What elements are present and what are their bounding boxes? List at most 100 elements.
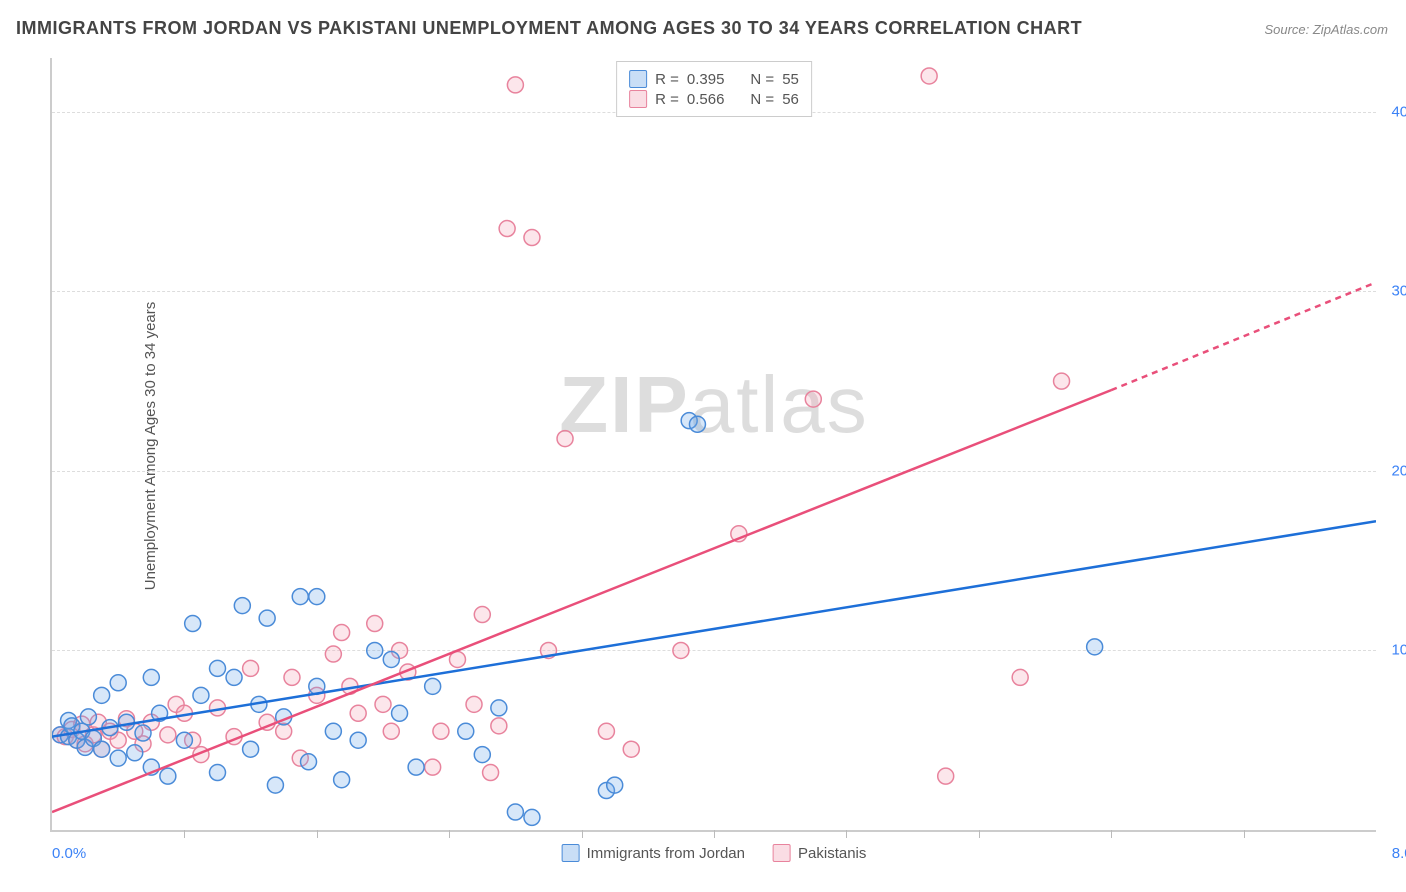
point-pakistani xyxy=(325,646,341,662)
x-tick xyxy=(979,830,980,838)
point-jordan xyxy=(243,741,259,757)
legend-label-pakistani: Pakistanis xyxy=(798,845,866,862)
point-pakistani xyxy=(491,718,507,734)
point-pakistani xyxy=(375,696,391,712)
legend-n-label: N = xyxy=(750,71,774,88)
legend-item-pakistani: Pakistanis xyxy=(773,844,866,862)
point-jordan xyxy=(210,765,226,781)
x-tick xyxy=(714,830,715,838)
point-jordan xyxy=(350,732,366,748)
swatch-pakistani xyxy=(629,90,647,108)
swatch-jordan xyxy=(629,70,647,88)
point-pakistani xyxy=(623,741,639,757)
x-tick xyxy=(582,830,583,838)
point-pakistani xyxy=(499,221,515,237)
x-tick xyxy=(846,830,847,838)
trendline-pakistani-dashed xyxy=(1111,282,1376,390)
point-jordan xyxy=(689,416,705,432)
point-jordan xyxy=(160,768,176,784)
point-pakistani xyxy=(334,625,350,641)
legend-n-label: N = xyxy=(750,91,774,108)
x-tick xyxy=(1244,830,1245,838)
point-jordan xyxy=(491,700,507,716)
source-name: ZipAtlas.com xyxy=(1313,22,1388,37)
legend-item-jordan: Immigrants from Jordan xyxy=(562,844,745,862)
point-jordan xyxy=(94,741,110,757)
point-jordan xyxy=(267,777,283,793)
point-pakistani xyxy=(367,616,383,632)
legend-series: Immigrants from Jordan Pakistanis xyxy=(562,844,867,862)
point-jordan xyxy=(392,705,408,721)
x-tick xyxy=(317,830,318,838)
legend-stats-row-jordan: R = 0.395 N = 55 xyxy=(629,70,799,88)
point-pakistani xyxy=(276,723,292,739)
source-prefix: Source: xyxy=(1264,22,1312,37)
point-jordan xyxy=(524,809,540,825)
point-pakistani xyxy=(1012,669,1028,685)
point-jordan xyxy=(408,759,424,775)
point-jordan xyxy=(143,669,159,685)
point-jordan xyxy=(127,745,143,761)
legend-r-label: R = xyxy=(655,91,679,108)
point-jordan xyxy=(334,772,350,788)
point-jordan xyxy=(474,747,490,763)
point-jordan xyxy=(292,589,308,605)
point-pakistani xyxy=(284,669,300,685)
point-pakistani xyxy=(425,759,441,775)
point-pakistani xyxy=(1054,373,1070,389)
point-jordan xyxy=(118,714,134,730)
point-jordan xyxy=(1087,639,1103,655)
chart-title: IMMIGRANTS FROM JORDAN VS PAKISTANI UNEM… xyxy=(16,18,1082,39)
point-pakistani xyxy=(433,723,449,739)
point-jordan xyxy=(325,723,341,739)
x-tick xyxy=(184,830,185,838)
legend-n-value-jordan: 55 xyxy=(782,71,799,88)
x-axis-max-label: 8.0% xyxy=(1392,845,1406,862)
point-pakistani xyxy=(243,660,259,676)
point-pakistani xyxy=(383,723,399,739)
point-jordan xyxy=(210,660,226,676)
point-jordan xyxy=(110,675,126,691)
point-pakistani xyxy=(483,765,499,781)
legend-r-value-pakistani: 0.566 xyxy=(687,91,725,108)
y-tick-label: 10.0% xyxy=(1384,642,1406,659)
point-jordan xyxy=(367,642,383,658)
y-tick-label: 40.0% xyxy=(1384,103,1406,120)
point-pakistani xyxy=(524,230,540,246)
source-attribution: Source: ZipAtlas.com xyxy=(1264,22,1388,37)
x-tick xyxy=(1111,830,1112,838)
swatch-jordan xyxy=(562,844,580,862)
point-jordan xyxy=(193,687,209,703)
point-jordan xyxy=(259,610,275,626)
point-pakistani xyxy=(160,727,176,743)
legend-stats-row-pakistani: R = 0.566 N = 56 xyxy=(629,90,799,108)
point-jordan xyxy=(94,687,110,703)
point-pakistani xyxy=(507,77,523,93)
point-jordan xyxy=(80,709,96,725)
x-tick xyxy=(449,830,450,838)
y-tick-label: 30.0% xyxy=(1384,283,1406,300)
point-pakistani xyxy=(474,607,490,623)
point-jordan xyxy=(383,651,399,667)
point-jordan xyxy=(607,777,623,793)
point-pakistani xyxy=(921,68,937,84)
plot-area: ZIPatlas R = 0.395 N = 55 R = 0.566 N = … xyxy=(50,58,1376,832)
swatch-pakistani xyxy=(773,844,791,862)
point-jordan xyxy=(135,725,151,741)
trendline-jordan xyxy=(52,521,1376,736)
legend-r-value-jordan: 0.395 xyxy=(687,71,725,88)
point-jordan xyxy=(176,732,192,748)
point-jordan xyxy=(110,750,126,766)
point-jordan xyxy=(507,804,523,820)
point-jordan xyxy=(226,669,242,685)
point-pakistani xyxy=(557,431,573,447)
point-jordan xyxy=(309,589,325,605)
legend-r-label: R = xyxy=(655,71,679,88)
legend-stats-box: R = 0.395 N = 55 R = 0.566 N = 56 xyxy=(616,61,812,117)
trendline-pakistani-solid xyxy=(52,390,1111,812)
point-pakistani xyxy=(938,768,954,784)
point-pakistani xyxy=(598,723,614,739)
chart-svg xyxy=(52,58,1376,830)
point-jordan xyxy=(185,616,201,632)
point-pakistani xyxy=(673,642,689,658)
